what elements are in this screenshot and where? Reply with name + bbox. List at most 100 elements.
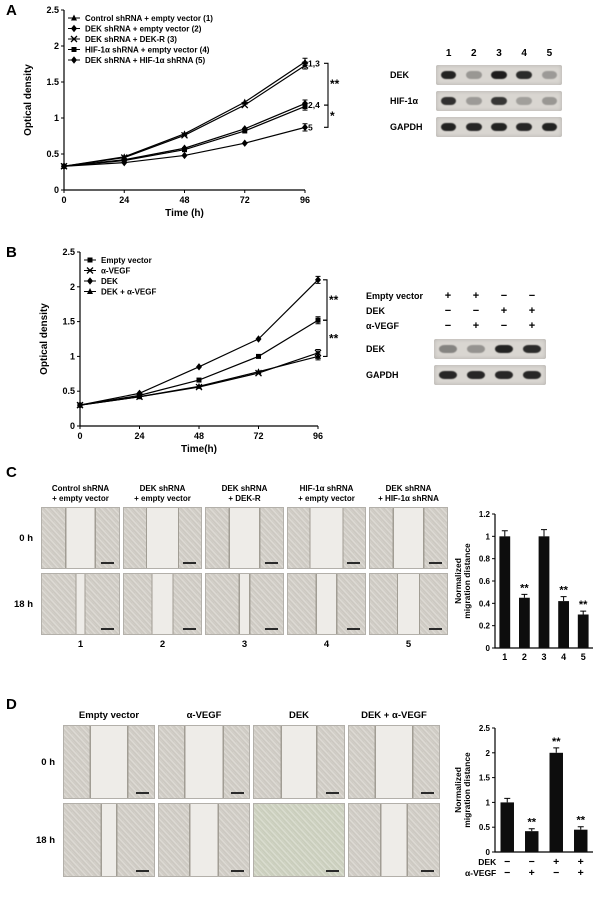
svg-text:1: 1 xyxy=(486,532,491,541)
svg-text:2.5: 2.5 xyxy=(62,247,75,257)
row-label: 18 h xyxy=(35,834,55,846)
lane-label: 5 xyxy=(546,48,553,59)
panel-d-label: D xyxy=(6,696,17,713)
svg-text:**: ** xyxy=(520,582,529,594)
column-header: DEK shRNA + empty vector xyxy=(134,484,191,503)
svg-text:0: 0 xyxy=(486,644,491,653)
svg-text:5: 5 xyxy=(581,652,586,662)
blot-row-label: DEK xyxy=(390,70,410,80)
panel-c-wound-healing-images: Control shRNA + empty vector DEK shRNA + em… xyxy=(12,484,448,654)
column-header: DEK xyxy=(288,710,310,721)
spacer xyxy=(28,710,60,721)
column-header: DEK shRNA + DEK-R xyxy=(221,484,268,503)
svg-text:**: ** xyxy=(552,736,561,748)
svg-text:0: 0 xyxy=(70,421,75,431)
image-row: 18 h xyxy=(12,573,448,636)
wound-image xyxy=(205,573,284,636)
svg-text:α-VEGF: α-VEGF xyxy=(465,868,496,878)
svg-text:DEK: DEK xyxy=(101,277,118,286)
wound-image xyxy=(158,725,250,800)
svg-text:48: 48 xyxy=(179,195,189,205)
wound-image xyxy=(205,507,284,570)
blot-row-label: GAPDH xyxy=(366,370,399,380)
svg-text:**: ** xyxy=(579,599,588,611)
svg-text:DEK + α-VEGF: DEK + α-VEGF xyxy=(101,288,156,297)
blot-row: DEK xyxy=(390,65,570,85)
wound-image xyxy=(41,507,120,570)
blot-row-label: DEK xyxy=(366,344,386,354)
column-header: HIF-1α shRNA + empty vector xyxy=(298,484,355,503)
row-label: 0 h xyxy=(19,532,33,544)
svg-text:+: + xyxy=(578,867,584,879)
blot-band xyxy=(465,71,482,79)
svg-text:migration distance: migration distance xyxy=(462,543,472,619)
svg-text:**: ** xyxy=(329,293,339,307)
blot-band xyxy=(516,123,532,131)
svg-text:2: 2 xyxy=(54,41,59,51)
wound-image xyxy=(253,803,345,878)
condition-marks: − + − + xyxy=(434,320,546,332)
svg-text:Optical density: Optical density xyxy=(39,303,50,375)
wound-image xyxy=(369,573,448,636)
svg-text:0: 0 xyxy=(54,185,59,195)
wound-image xyxy=(369,507,448,570)
svg-text:72: 72 xyxy=(253,431,263,441)
panel-a-western-blot: 1 2 3 4 5 DEK HIF-1α GAPDH xyxy=(390,48,570,137)
column-header: Empty vector xyxy=(78,710,140,721)
wound-image xyxy=(348,803,440,878)
blot-band xyxy=(440,97,457,105)
svg-text:96: 96 xyxy=(300,195,310,205)
svg-text:Normalized: Normalized xyxy=(455,558,463,604)
lane-number: 5 xyxy=(405,639,412,651)
blot-row: DEK xyxy=(366,339,566,359)
svg-text:*: * xyxy=(330,109,335,123)
svg-text:1,3: 1,3 xyxy=(308,58,320,68)
lane-label: 2 xyxy=(471,48,477,59)
column-header: DEK shRNA + HIF-1α shRNA xyxy=(378,484,439,503)
condition-mark: + xyxy=(444,289,452,302)
lane-number: 3 xyxy=(241,639,248,651)
panel-a-growth-line-chart: 0 0.5 1 1.5 2 2.5 0 24 48 72 96 Time (h) Optical den… xyxy=(20,4,355,227)
wound-image xyxy=(348,725,440,800)
svg-text:−: − xyxy=(504,856,510,868)
condition-label: Empty vector xyxy=(366,290,424,301)
condition-mark: − xyxy=(472,304,480,317)
blot-row: GAPDH xyxy=(390,117,570,137)
panel-c-migration-bar-chart: 0 0.2 0.4 0.6 0.8 1 1.2 Normalized migration dis… xyxy=(453,500,597,669)
condition-label: DEK xyxy=(366,305,386,316)
blot-lane-labels: 1 2 3 4 5 xyxy=(436,48,562,59)
condition-row: Empty vector + + − − xyxy=(366,288,566,303)
svg-text:Optical density: Optical density xyxy=(23,64,34,136)
blot-band xyxy=(495,345,513,353)
panel-d-migration-bar-chart: 0 0.5 1 1.5 2 2.5 Normalized migration distance… xyxy=(453,714,597,893)
svg-text:Time (h): Time (h) xyxy=(165,208,204,219)
svg-text:0: 0 xyxy=(486,848,491,857)
wound-image xyxy=(158,803,250,878)
panel-b-label: B xyxy=(6,244,17,261)
wound-image xyxy=(63,803,155,878)
panel-a-label: A xyxy=(6,2,17,19)
svg-text:DEK: DEK xyxy=(478,857,497,867)
condition-mark: − xyxy=(500,289,508,302)
blot-band xyxy=(541,97,558,105)
condition-mark: + xyxy=(472,319,480,332)
svg-text:4: 4 xyxy=(561,652,566,662)
condition-marks: − − + + xyxy=(434,305,546,317)
svg-text:1.5: 1.5 xyxy=(62,317,75,327)
wound-image xyxy=(287,573,366,636)
condition-mark: + xyxy=(500,304,508,317)
svg-text:−: − xyxy=(553,867,559,879)
svg-text:Control shRNA + empty vector (: Control shRNA + empty vector (1) xyxy=(85,14,213,23)
lane-label: 3 xyxy=(496,48,502,59)
blot-band xyxy=(465,123,482,131)
svg-text:1: 1 xyxy=(70,351,75,361)
svg-text:0.5: 0.5 xyxy=(46,149,59,159)
header-row: Empty vector α-VEGF DEK DEK + α-VEGF xyxy=(28,710,440,721)
panel-b-growth-line-chart: 0 0.5 1 1.5 2 2.5 0 24 48 72 96 Time(h) Optical dens… xyxy=(36,246,358,463)
wound-image xyxy=(63,725,155,800)
wound-image xyxy=(287,507,366,570)
condition-label: α-VEGF xyxy=(366,320,400,331)
blot-row-label: GAPDH xyxy=(390,122,423,132)
svg-text:96: 96 xyxy=(313,431,323,441)
svg-text:0.2: 0.2 xyxy=(479,622,491,631)
